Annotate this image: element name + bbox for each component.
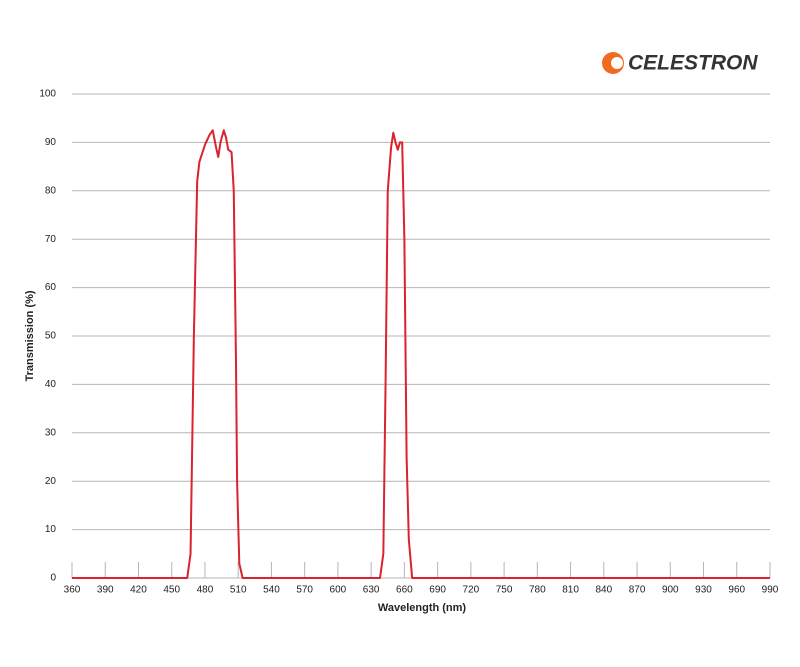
x-tick-label: 510 [230, 585, 247, 596]
y-tick-label: 20 [45, 476, 57, 487]
x-axis-title: Wavelength (nm) [378, 602, 467, 614]
y-tick-label: 10 [45, 524, 57, 535]
x-tick-label: 750 [496, 585, 513, 596]
y-tick-label: 30 [45, 427, 57, 438]
y-tick-label: 90 [45, 137, 57, 148]
x-tick-label: 630 [363, 585, 380, 596]
x-tick-label: 390 [97, 585, 114, 596]
y-tick-label: 50 [45, 331, 57, 342]
x-tick-label: 480 [197, 585, 214, 596]
x-tick-label: 660 [396, 585, 413, 596]
x-tick-label: 450 [163, 585, 180, 596]
y-tick-label: 80 [45, 185, 57, 196]
x-tick-label: 720 [463, 585, 480, 596]
y-tick-label: 0 [50, 573, 56, 584]
x-tick-label: 420 [130, 585, 147, 596]
x-tick-label: 360 [64, 585, 81, 596]
x-tick-label: 990 [762, 585, 779, 596]
x-tick-label: 600 [330, 585, 347, 596]
y-tick-label: 100 [39, 89, 56, 100]
x-tick-label: 810 [562, 585, 579, 596]
x-tick-label: 960 [728, 585, 745, 596]
y-tick-label: 60 [45, 282, 57, 293]
y-axis-title: Transmission (%) [24, 290, 36, 381]
x-tick-label: 540 [263, 585, 280, 596]
logo-text: CELESTRON [628, 52, 758, 75]
logo: CELESTRON [602, 52, 758, 75]
x-tick-label: 930 [695, 585, 712, 596]
x-tick-label: 780 [529, 585, 546, 596]
x-tick-label: 870 [629, 585, 646, 596]
y-tick-label: 40 [45, 379, 57, 390]
x-tick-label: 900 [662, 585, 679, 596]
x-tick-label: 690 [429, 585, 446, 596]
y-tick-label: 70 [45, 234, 57, 245]
x-tick-label: 840 [595, 585, 612, 596]
logo-icon-cut [611, 57, 623, 69]
data-line [72, 129, 770, 579]
x-tick-label: 570 [296, 585, 313, 596]
